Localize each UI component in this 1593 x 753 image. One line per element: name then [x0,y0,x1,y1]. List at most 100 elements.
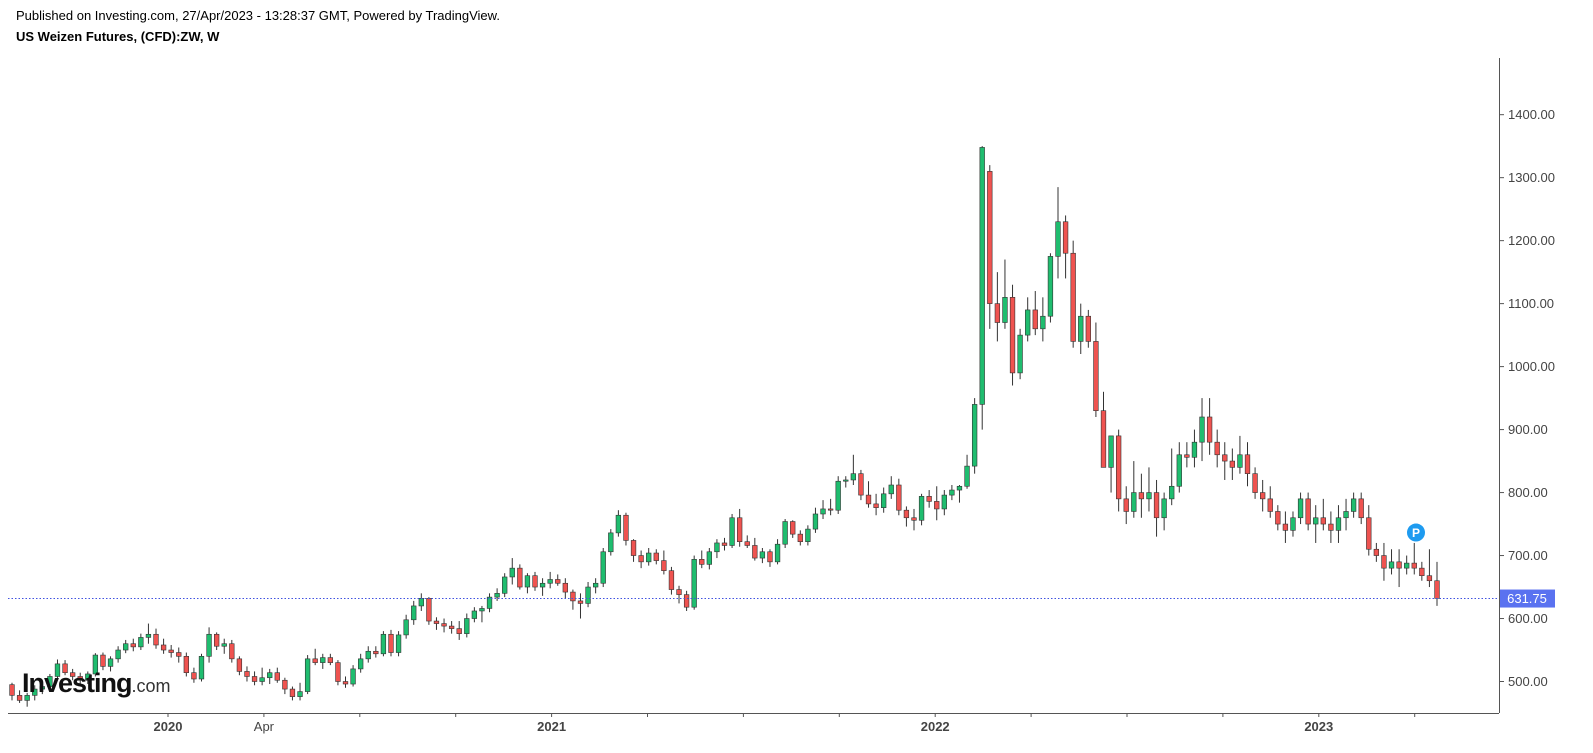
candle[interactable] [418,593,424,611]
candle[interactable] [403,614,409,639]
candle[interactable] [1381,542,1387,581]
candle[interactable] [1434,561,1440,606]
candle[interactable] [509,558,515,585]
candle[interactable] [145,623,152,644]
candle[interactable] [502,573,508,598]
candle[interactable] [206,627,212,663]
candle[interactable] [729,513,735,548]
candle[interactable] [1062,215,1069,279]
candle[interactable] [1146,467,1152,512]
candle[interactable] [812,507,819,533]
candle[interactable] [229,639,235,663]
candle[interactable] [994,272,1001,342]
candle[interactable] [524,573,531,594]
candle[interactable] [267,668,273,685]
candle[interactable] [1260,479,1266,512]
candle[interactable] [16,690,23,703]
candle[interactable] [1313,505,1319,543]
candle[interactable] [555,574,561,586]
candle[interactable] [820,500,826,520]
candle[interactable] [1426,549,1433,588]
candle[interactable] [380,631,387,657]
candle[interactable] [752,537,758,561]
candle[interactable] [1040,297,1046,342]
candle[interactable] [774,539,781,565]
candle[interactable] [191,667,197,683]
candle[interactable] [1123,486,1129,525]
candle[interactable] [456,621,462,640]
candle[interactable] [767,549,773,567]
candle[interactable] [987,165,993,329]
candle[interactable] [365,646,371,663]
candle[interactable] [471,607,478,623]
candle[interactable] [395,631,402,657]
candle[interactable] [198,653,205,682]
candle[interactable] [54,659,61,681]
candle[interactable] [153,628,159,649]
candle[interactable] [32,685,38,701]
candle[interactable] [1085,309,1091,348]
candle[interactable] [1206,398,1213,455]
candle[interactable] [47,673,53,691]
candle[interactable] [1161,492,1167,531]
candle[interactable] [221,638,227,654]
candle[interactable] [797,530,803,546]
candle[interactable] [1358,492,1364,525]
candle[interactable] [1032,291,1038,336]
candle[interactable] [585,582,591,608]
candle[interactable] [1396,549,1402,588]
candle[interactable] [1320,498,1326,531]
candle[interactable] [335,660,341,686]
candle[interactable] [62,660,68,676]
candle[interactable] [494,588,500,601]
candle[interactable] [24,692,30,707]
candle[interactable] [873,493,879,516]
candle[interactable] [107,656,114,672]
candle[interactable] [843,476,849,488]
candle[interactable] [92,653,99,677]
candle[interactable] [1047,253,1054,323]
candle[interactable] [304,655,311,695]
candle[interactable] [918,493,925,526]
candle[interactable] [1366,505,1372,556]
candle[interactable] [1275,505,1281,531]
candle[interactable] [183,652,189,677]
candle[interactable] [638,550,644,569]
candle[interactable] [805,525,811,546]
candle[interactable] [342,676,349,688]
candle[interactable] [479,605,485,623]
candle[interactable] [661,550,667,575]
candle[interactable] [646,547,652,566]
candle[interactable] [1070,240,1076,348]
candle[interactable] [827,498,834,516]
candle[interactable] [464,613,470,638]
candle[interactable] [1328,511,1334,543]
candle[interactable] [1411,542,1417,575]
candle[interactable] [138,633,144,651]
candle[interactable] [259,667,265,686]
candle[interactable] [160,638,167,654]
candle[interactable] [39,682,45,695]
candle[interactable] [903,506,910,527]
candle[interactable] [1343,498,1349,531]
candle[interactable] [1108,435,1114,493]
candle[interactable] [941,490,947,516]
candle[interactable] [896,478,902,516]
candle[interactable] [1131,461,1137,518]
candle[interactable] [1002,259,1008,329]
candle[interactable] [699,550,705,569]
candle[interactable] [979,146,985,430]
candle[interactable] [850,454,857,486]
candle[interactable] [1184,442,1190,468]
candle[interactable] [1100,391,1107,468]
candle[interactable] [888,476,894,499]
candle[interactable] [373,646,379,658]
candle[interactable] [911,508,917,531]
candle[interactable] [1373,542,1380,562]
candle[interactable] [297,682,303,701]
candle[interactable] [1388,549,1395,575]
candle[interactable] [964,454,970,489]
candle[interactable] [691,555,697,610]
candle[interactable] [1055,187,1061,279]
candle[interactable] [1009,284,1016,386]
